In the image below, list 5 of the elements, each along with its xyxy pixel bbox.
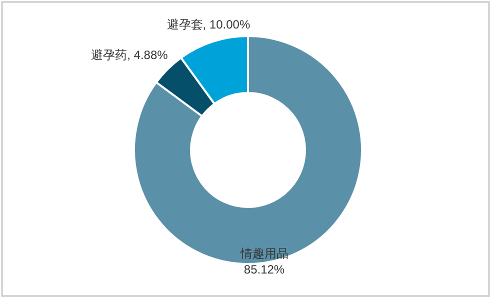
donut-slice — [133, 35, 363, 265]
slice-label: 避孕套, 10.00% — [166, 17, 250, 32]
data-label: 85.12% — [244, 262, 285, 277]
slice-label: 情趣用品 — [239, 246, 288, 261]
slice-label: 避孕药, 4.88% — [91, 48, 168, 62]
